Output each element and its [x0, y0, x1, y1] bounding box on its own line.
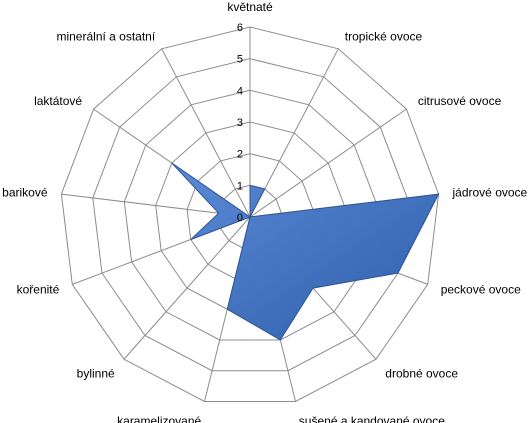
category-label-2: citrusové ovoce — [418, 94, 502, 108]
grid-ring-6 — [60, 26, 440, 402]
radial-tick-labels: 0 1 2 3 4 5 6 — [237, 22, 243, 224]
category-label-3: jádrové ovoce — [452, 185, 528, 199]
tick-label-2: 2 — [237, 149, 243, 161]
tick-label-6: 6 — [237, 22, 243, 34]
series-area-0 — [171, 162, 440, 341]
category-label-6: sušené a kandované ovoce — [299, 414, 445, 423]
tick-label-1: 1 — [237, 180, 243, 192]
spoke-12 — [161, 48, 251, 218]
category-label-1: tropické ovoce — [345, 29, 423, 43]
spoke-8 — [123, 216, 251, 360]
category-label-8: bylinné — [77, 367, 115, 381]
tick-label-3: 3 — [237, 117, 243, 129]
category-label-5: drobné ovoce — [385, 367, 458, 381]
category-label-10: barikové — [2, 185, 48, 199]
category-label-0: květnaté — [227, 0, 273, 14]
grid-ring-4 — [123, 89, 377, 341]
series-group — [171, 162, 440, 341]
tick-label-4: 4 — [237, 85, 243, 97]
grid-ring-5 — [92, 58, 408, 372]
category-label-4: peckové ovoce — [441, 282, 521, 296]
category-label-12: minerální a ostatní — [56, 29, 155, 43]
spoke-2 — [249, 108, 407, 218]
tick-label-0: 0 — [237, 212, 243, 224]
category-label-9: kořenité — [17, 282, 60, 296]
category-label-7: karamelizované — [117, 414, 201, 423]
category-label-11: laktátové — [34, 94, 82, 108]
tick-label-5: 5 — [237, 54, 243, 66]
